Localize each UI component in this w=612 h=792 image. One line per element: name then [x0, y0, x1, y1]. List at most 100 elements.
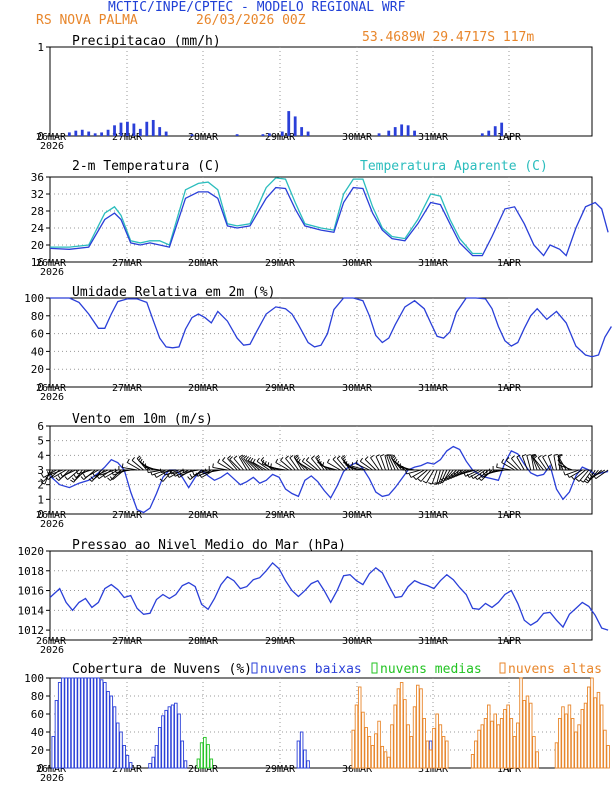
x-tick-label: 30MAR [342, 383, 373, 394]
cloud-bar [377, 720, 381, 769]
wind-barb-feather [250, 457, 254, 462]
cloud-bar [103, 682, 107, 769]
y-tick-label: 1018 [18, 565, 45, 578]
precip-bar [74, 130, 78, 136]
cloud-bar [603, 729, 607, 769]
precip-bar [158, 127, 162, 136]
cloud-bar [470, 754, 475, 769]
wind-barb-feather [267, 462, 270, 467]
x-tick-label: 29MAR [265, 636, 296, 647]
wind-barb [250, 461, 264, 471]
cloud-bar [554, 742, 559, 769]
x-tick-label: 27MAR [112, 636, 143, 647]
wind-barb [247, 460, 260, 471]
x-tick-label: 28MAR [188, 510, 219, 521]
wind-barb [583, 469, 593, 483]
wind-barb-feather [260, 457, 265, 461]
wind-barb [351, 465, 367, 471]
wind-barb-feather [136, 455, 141, 459]
wind-barb-feather [55, 477, 60, 481]
cloud-bar [203, 736, 207, 769]
wind-barb-feather [405, 469, 407, 475]
wind-barb [222, 460, 235, 471]
wind-barb-feather [384, 454, 389, 456]
wind-barb-feather [126, 458, 130, 463]
x-tick-label: 26MAR [36, 383, 67, 394]
header-coords: 53.4689W 29.4717S 117m [362, 30, 535, 45]
y-tick-label: 3 [37, 464, 44, 477]
cloud-bar [583, 702, 588, 769]
cloud-bar [480, 724, 485, 769]
x-tick-label: 30MAR [342, 636, 373, 647]
precip-bar [126, 121, 129, 136]
wind-barb-feather [229, 456, 233, 460]
wind-barb [360, 461, 373, 471]
wind-barb-feather [201, 469, 204, 475]
cloud-bar [428, 749, 433, 769]
precip-bar [164, 131, 168, 136]
wind-barb-feather [428, 482, 433, 485]
precip-bar [67, 132, 71, 136]
wind-barb [426, 469, 435, 484]
cloud-bar [474, 740, 478, 769]
cloud-bar [370, 745, 375, 769]
wind-barb-feather [466, 473, 470, 478]
wind-barb [85, 469, 99, 478]
panel-frame [49, 297, 593, 388]
wind-barb-feather [463, 472, 466, 477]
precip-bar [106, 129, 110, 136]
cloud-bar [557, 718, 562, 769]
legend-swatch [251, 662, 258, 674]
wind-barb-feather [217, 458, 221, 463]
wind-barb-feather [92, 472, 95, 477]
cloud-bar [196, 758, 201, 769]
wind-barb [233, 458, 244, 471]
wind-barb-feather [375, 454, 380, 457]
wind-barb [131, 460, 144, 471]
header-station: RS NOVA PALMA [36, 13, 138, 28]
wind-barb-feather [343, 458, 346, 463]
y-tick-label: 2 [37, 479, 44, 492]
precip-bar [190, 134, 194, 136]
precip-bar [480, 133, 484, 136]
wind-barb [375, 456, 383, 471]
wind-barb-feather [205, 468, 207, 473]
x-tick-label: 27MAR [112, 510, 143, 521]
x-tick-label: 1APR [497, 383, 522, 394]
cloud-bar [170, 704, 175, 769]
wind-barb-feather [322, 462, 325, 467]
y-tick-label: 60 [31, 328, 44, 341]
wind-barb [379, 455, 386, 471]
wind-barb-feather [315, 455, 320, 459]
cloud-bar [112, 706, 117, 769]
cloud-bar [399, 682, 404, 769]
wind-barb-feather [342, 456, 346, 460]
cloud-bar [364, 727, 368, 769]
wind-barb-feather [432, 483, 437, 485]
legend-swatch [499, 662, 506, 674]
wind-barb-feather [448, 475, 452, 479]
wind-barb-feather [563, 471, 566, 476]
cloud-bar [177, 713, 181, 769]
cloud-bar [587, 686, 591, 769]
wind-barb-feather [537, 455, 542, 459]
wind-barb-feather [172, 472, 176, 477]
wind-barb-feather [359, 457, 363, 462]
cloud-bar [80, 677, 85, 769]
precip-bar [387, 130, 391, 136]
wind-barb [285, 458, 296, 471]
wind-barb-feather [317, 458, 321, 463]
wind-barb [311, 458, 322, 471]
wind-barb-feather [233, 455, 238, 459]
cloud-bar [74, 677, 78, 769]
legend-label: nuvens medias [380, 662, 482, 677]
x-year-label: 2026 [40, 519, 64, 530]
wind-barb-feather [417, 478, 422, 482]
wind-barb [183, 469, 199, 474]
x-year-label: 2026 [40, 773, 64, 784]
cloud-bar [296, 740, 301, 769]
wind-barb [94, 469, 109, 477]
wind-barb [229, 459, 241, 471]
cloud-bar [374, 733, 378, 769]
wind-barb-feather [557, 454, 562, 457]
